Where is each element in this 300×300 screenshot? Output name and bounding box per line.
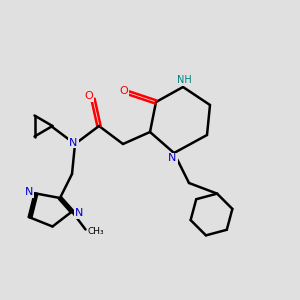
Text: N: N <box>74 208 83 218</box>
Text: N: N <box>25 187 34 197</box>
Text: NH: NH <box>177 75 192 85</box>
Text: N: N <box>69 137 78 148</box>
Text: CH₃: CH₃ <box>88 226 104 236</box>
Text: N: N <box>168 153 177 164</box>
Text: O: O <box>119 86 128 97</box>
Text: O: O <box>84 91 93 101</box>
